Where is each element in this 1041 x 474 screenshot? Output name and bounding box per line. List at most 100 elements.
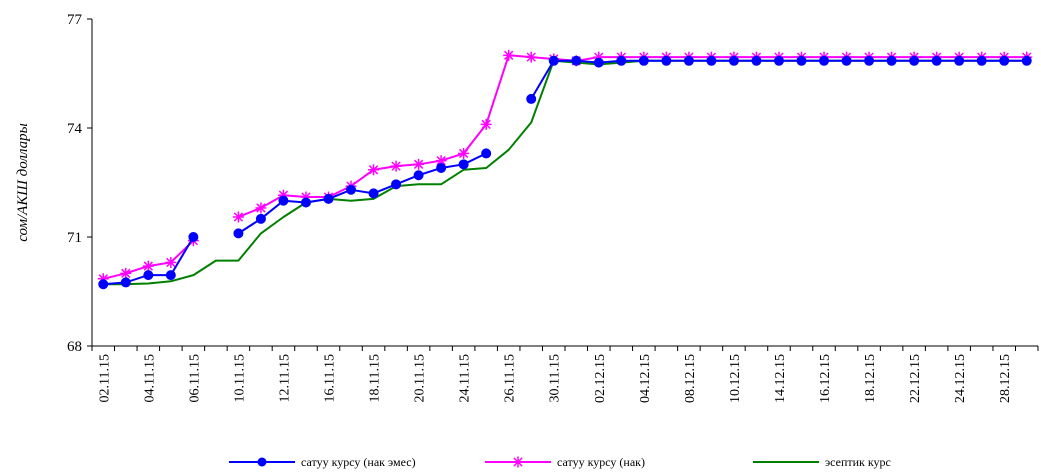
series-line	[103, 59, 1027, 286]
x-tick-label: 24.11.15	[458, 354, 473, 402]
x-tick-label: 16.11.15	[323, 354, 338, 402]
series-line	[237, 152, 487, 235]
x-tick-label: 24.12.15	[953, 354, 968, 403]
x-tick-label: 28.12.15	[998, 354, 1013, 403]
data-point	[728, 55, 739, 66]
axes	[91, 19, 1038, 347]
data-point	[391, 179, 402, 190]
x-tick-label: 08.12.15	[683, 354, 698, 403]
y-axis-title: сом/АКШ доллары	[15, 123, 31, 242]
data-point	[571, 55, 582, 66]
x-tick-label: 22.12.15	[908, 354, 923, 403]
data-point	[458, 147, 470, 159]
data-point	[683, 55, 694, 66]
y-tick-label: 77	[67, 12, 83, 28]
series-1	[97, 49, 1033, 285]
data-point	[255, 202, 267, 214]
data-point	[233, 228, 244, 239]
data-point	[593, 57, 604, 68]
data-point	[413, 158, 425, 170]
x-tick-label: 20.11.15	[413, 354, 428, 402]
data-point	[1021, 55, 1032, 66]
series-0	[98, 55, 1032, 290]
data-point	[413, 170, 424, 181]
data-point	[480, 118, 492, 130]
x-tick-label: 04.12.15	[638, 354, 653, 403]
y-tick-label: 74	[67, 121, 83, 137]
data-point	[512, 456, 524, 468]
x-tick-label: 02.11.15	[97, 354, 112, 402]
data-point	[142, 260, 154, 272]
data-point	[188, 232, 199, 242]
legend-item: эсептик курс	[753, 455, 891, 469]
legend-label: эсептик курс	[825, 455, 891, 469]
x-tick-label: 06.11.15	[187, 354, 202, 402]
data-point	[368, 188, 379, 199]
x-tick-label: 12.11.15	[277, 354, 292, 402]
x-tick-label: 02.12.15	[593, 354, 608, 403]
data-point	[954, 55, 965, 66]
x-tick-label: 04.11.15	[142, 354, 157, 402]
data-point	[638, 55, 649, 66]
data-point	[886, 55, 897, 66]
data-point	[300, 197, 311, 208]
x-ticks: 02.11.15 04.11.15 06.11.15 10.11.15 12.11.15…	[91, 346, 1039, 403]
legend-marker	[257, 457, 267, 467]
data-point	[436, 162, 447, 173]
x-tick-label: 18.11.15	[368, 354, 383, 402]
x-tick-label: 10.12.15	[728, 354, 743, 403]
data-point	[323, 193, 334, 204]
data-point	[931, 55, 942, 66]
legend-label: сатуу курсу (нак)	[557, 455, 645, 469]
data-point	[819, 55, 830, 66]
data-point	[864, 55, 875, 66]
data-point	[165, 256, 177, 268]
x-tick-label: 16.12.15	[818, 354, 833, 403]
y-tick-label: 68	[67, 339, 82, 355]
x-tick-label: 18.12.15	[863, 354, 878, 403]
data-point	[773, 55, 784, 66]
x-tick-label: 30.11.15	[548, 354, 563, 402]
y-tick-label: 71	[67, 230, 82, 246]
series-2	[103, 59, 1027, 286]
data-point	[232, 211, 244, 223]
y-ticks: 68 71 74 77	[67, 12, 92, 355]
data-point	[368, 164, 380, 176]
data-point	[616, 55, 627, 66]
legend: сатуу курсу (нак эмес) сатуу курсу (нак) э…	[229, 455, 891, 469]
data-point	[98, 279, 109, 290]
data-point	[525, 51, 537, 63]
data-point	[435, 155, 447, 167]
data-point	[390, 160, 402, 172]
data-point	[526, 93, 537, 104]
data-point	[909, 55, 920, 66]
data-point	[255, 213, 266, 224]
series-layer	[97, 49, 1033, 290]
data-point	[481, 148, 492, 159]
data-point	[165, 270, 176, 281]
data-point	[841, 55, 852, 66]
data-point	[346, 184, 357, 195]
data-point	[661, 55, 672, 66]
legend-item: сатуу курсу (нак)	[485, 455, 645, 469]
data-point	[976, 55, 987, 66]
data-point	[999, 55, 1010, 66]
series-line	[238, 54, 1027, 218]
data-point	[706, 55, 717, 66]
data-point	[751, 55, 762, 66]
data-point	[143, 270, 154, 281]
series-line	[530, 59, 1027, 100]
x-tick-label: 10.11.15	[232, 354, 247, 402]
data-point	[548, 55, 559, 66]
data-point	[120, 277, 131, 288]
data-point	[458, 159, 469, 170]
data-point	[278, 195, 289, 206]
data-point	[796, 55, 807, 66]
data-point	[503, 49, 515, 61]
legend-label: сатуу курсу (нак эмес)	[301, 455, 416, 469]
legend-item: сатуу курсу (нак эмес)	[229, 455, 416, 469]
x-tick-label: 26.11.15	[503, 354, 518, 402]
x-tick-label: 14.12.15	[773, 354, 788, 403]
